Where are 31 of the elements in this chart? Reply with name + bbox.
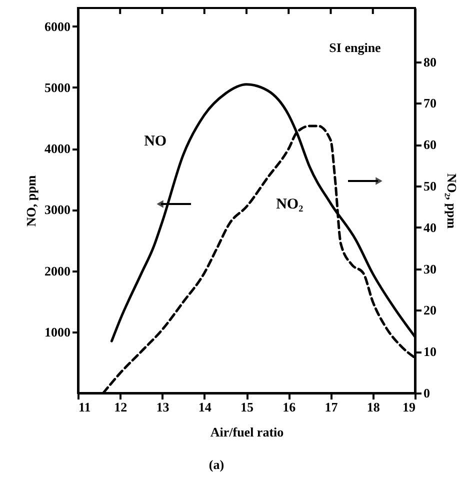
x-axis-title: Air/fuel ratio: [210, 424, 284, 440]
x-tick-label: 14: [198, 400, 212, 414]
series-label: NO₂: [276, 196, 304, 213]
y2-axis-title: NO₂, ppm: [444, 173, 460, 229]
x-tick-label: 11: [78, 400, 91, 414]
y-tick-label: 5000: [44, 80, 70, 95]
x-tick-label: 17: [324, 400, 338, 414]
y2-tick-label: 40: [424, 220, 436, 235]
y-tick-label: 4000: [44, 141, 70, 156]
y2-tick-label: 30: [424, 261, 436, 276]
y2-tick-label: 80: [424, 54, 436, 70]
y-tick-label: 2000: [44, 263, 70, 278]
x-tick-label: 18: [366, 400, 380, 414]
y2-tick-label: 60: [424, 137, 436, 152]
series-label: NO: [144, 134, 167, 150]
text: (a): [208, 457, 224, 472]
y2-tick-label: 70: [424, 96, 436, 111]
y2-tick-label: 50: [424, 178, 436, 194]
x-tick-label: 12: [114, 400, 128, 414]
x-tick-label: 13: [156, 400, 170, 414]
x-tick-label: 15: [240, 400, 254, 414]
y-tick-label: 6000: [44, 18, 70, 34]
y-tick-label: 1000: [44, 324, 70, 340]
y-axis-title: NO, ppm: [24, 175, 38, 227]
x-tick-label: 19: [402, 400, 416, 414]
annotation: SI engine: [329, 40, 382, 55]
y-tick-label: 3000: [44, 202, 70, 218]
x-tick-label: 16: [282, 400, 296, 414]
y2-tick-label: 10: [424, 344, 436, 360]
y2-tick-label: 20: [424, 302, 436, 318]
y2-tick-label: 0: [424, 386, 430, 400]
